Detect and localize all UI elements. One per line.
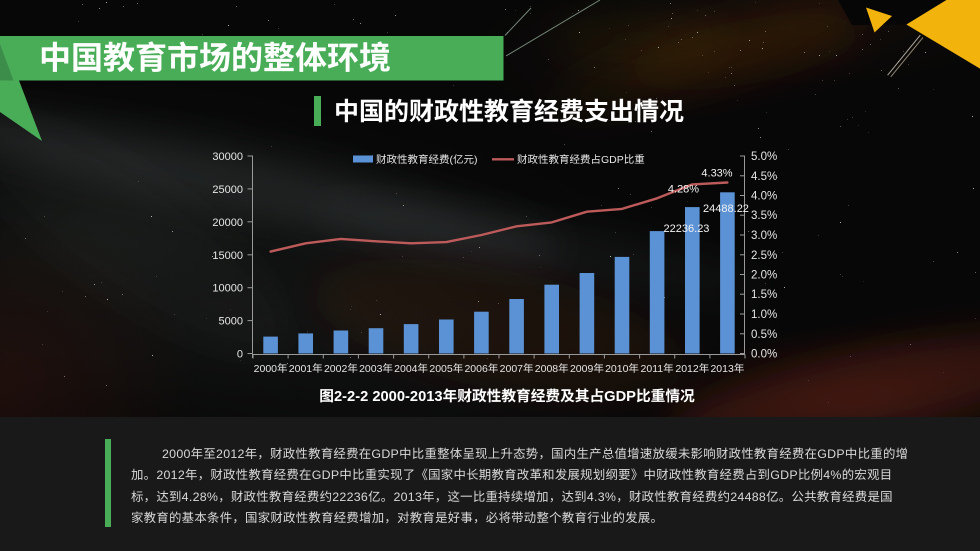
svg-text:2003年: 2003年	[359, 363, 393, 375]
svg-text:3.0%: 3.0%	[751, 230, 777, 242]
svg-text:5000: 5000	[219, 316, 243, 328]
svg-text:0.5%: 0.5%	[751, 329, 777, 341]
svg-text:2008年: 2008年	[535, 363, 569, 375]
svg-text:25000: 25000	[212, 184, 243, 196]
svg-text:4.28%: 4.28%	[668, 184, 699, 196]
svg-text:2013年: 2013年	[710, 363, 744, 375]
svg-text:2002年: 2002年	[324, 363, 358, 375]
svg-text:2009年: 2009年	[570, 363, 604, 375]
svg-text:5.0%: 5.0%	[751, 151, 777, 163]
svg-text:1.0%: 1.0%	[751, 309, 777, 321]
svg-text:2005年: 2005年	[429, 363, 463, 375]
svg-text:2007年: 2007年	[500, 363, 534, 375]
svg-text:20000: 20000	[212, 217, 243, 229]
svg-text:24488.22: 24488.22	[703, 203, 749, 215]
svg-text:4.5%: 4.5%	[751, 171, 777, 183]
svg-text:15000: 15000	[212, 250, 243, 262]
svg-text:2.5%: 2.5%	[751, 250, 777, 262]
svg-text:财政性教育经费(亿元): 财政性教育经费(亿元)	[376, 154, 478, 166]
svg-text:2006年: 2006年	[464, 363, 498, 375]
svg-text:2001年: 2001年	[289, 363, 323, 375]
svg-text:财政性教育经费占GDP比重: 财政性教育经费占GDP比重	[517, 154, 645, 166]
svg-text:2012年: 2012年	[675, 363, 709, 375]
svg-text:1.5%: 1.5%	[751, 289, 777, 301]
svg-text:30000: 30000	[212, 151, 243, 163]
svg-text:4.0%: 4.0%	[751, 191, 777, 203]
svg-text:22236.23: 22236.23	[664, 223, 710, 235]
svg-text:2000年: 2000年	[254, 363, 288, 375]
svg-text:3.5%: 3.5%	[751, 210, 777, 222]
svg-text:0.0%: 0.0%	[751, 349, 777, 361]
svg-text:2010年: 2010年	[605, 363, 639, 375]
svg-text:2011年: 2011年	[641, 363, 674, 375]
svg-text:2.0%: 2.0%	[751, 270, 777, 282]
svg-text:10000: 10000	[212, 283, 243, 295]
svg-text:0: 0	[237, 349, 243, 361]
svg-text:4.33%: 4.33%	[701, 168, 732, 180]
svg-text:2004年: 2004年	[394, 363, 428, 375]
